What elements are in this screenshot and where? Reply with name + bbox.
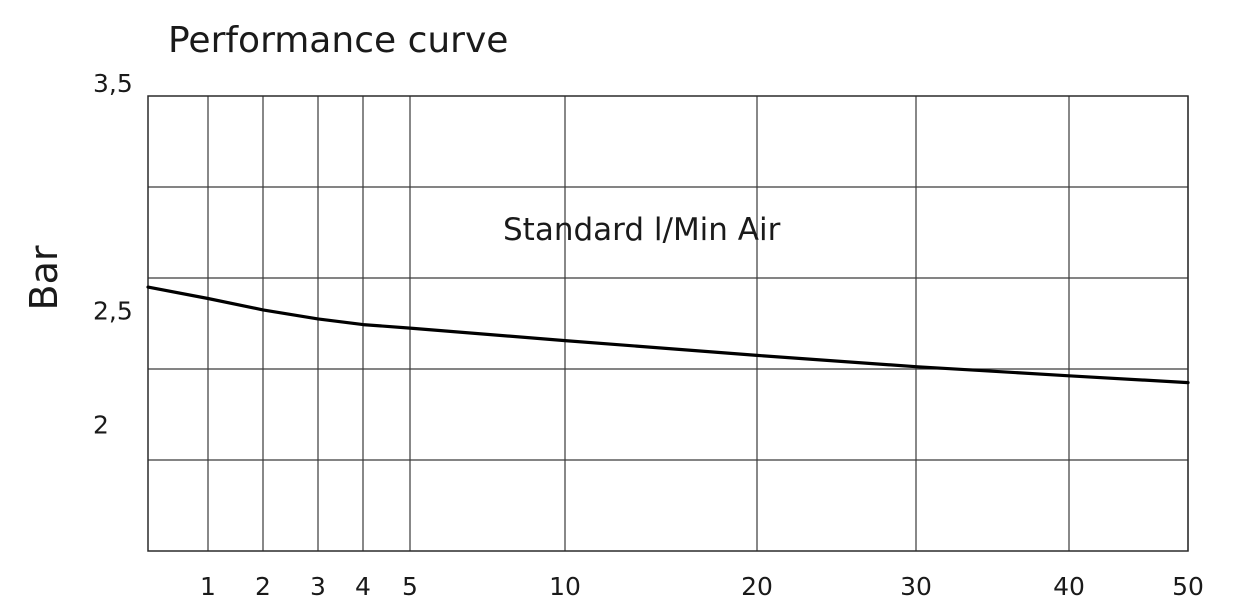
- grid: [148, 96, 1189, 551]
- chart-title: Performance curve: [168, 20, 508, 61]
- x-tick-label: 10: [549, 572, 581, 601]
- x-tick-label: 40: [1053, 572, 1085, 601]
- y-tick-label: 2: [93, 410, 109, 439]
- x-tick-labels: 1 2 3 4 5 10 20 30 40 50: [200, 572, 1204, 601]
- x-tick-label: 3: [310, 572, 326, 601]
- performance-line: [146, 285, 1190, 385]
- x-tick-label: 5: [402, 572, 418, 601]
- x-tick-label: 30: [900, 572, 932, 601]
- y-tick-label: 3,5: [93, 69, 133, 98]
- x-tick-label: 20: [741, 572, 773, 601]
- y-axis-title: Bar: [22, 245, 66, 310]
- x-tick-label: 4: [355, 572, 371, 601]
- curve-annotation: Standard l/Min Air: [503, 212, 781, 248]
- plot-frame: [147, 95, 1189, 552]
- y-tick-label: 2,5: [93, 297, 133, 326]
- x-tick-label: 1: [200, 572, 216, 601]
- y-tick-labels: 2 2,5 3,5: [93, 69, 133, 439]
- x-tick-label: 50: [1172, 572, 1204, 601]
- x-tick-label: 2: [255, 572, 271, 601]
